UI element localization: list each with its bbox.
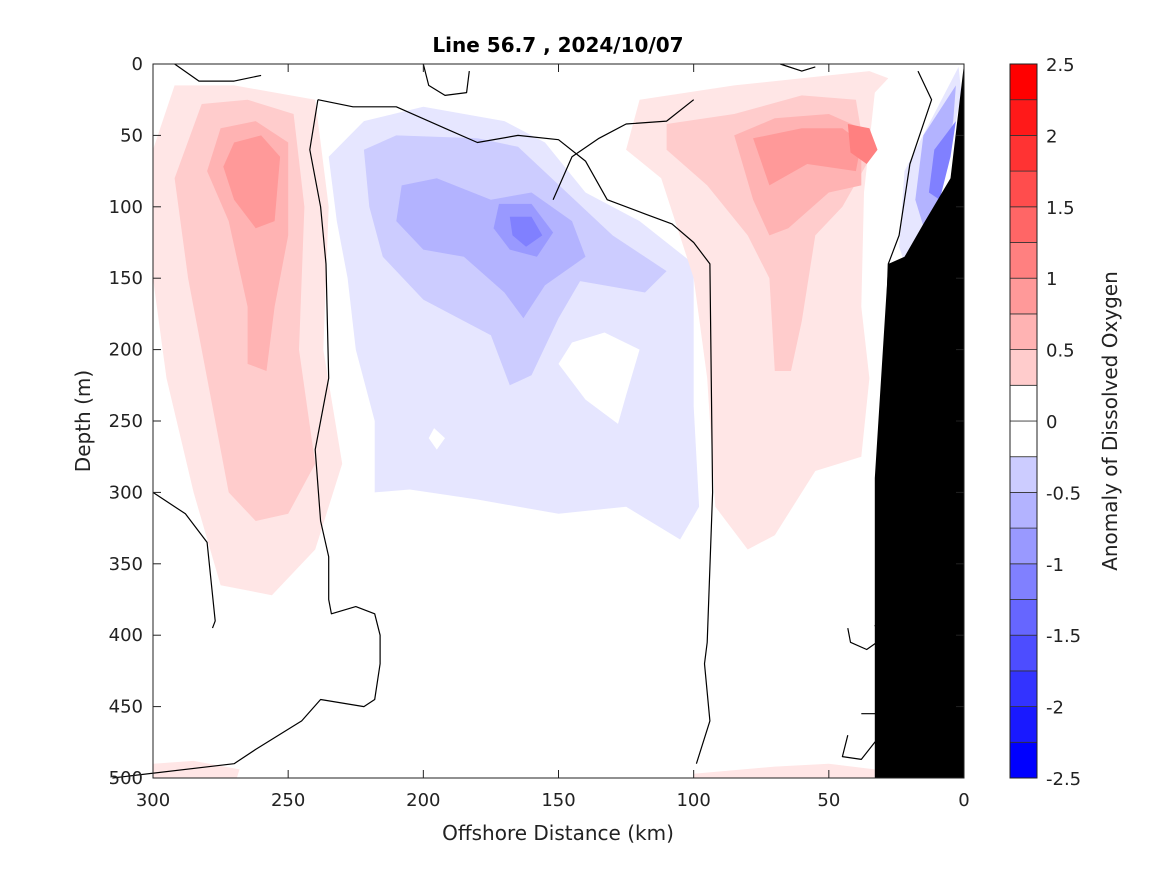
colorbar-band	[1009, 706, 1038, 743]
zero-contour-7	[780, 63, 816, 72]
contour-level-4-0	[153, 760, 240, 778]
colorbar-tick-label: 2	[1046, 126, 1057, 147]
colorbar-band	[1009, 63, 1038, 101]
colorbar-band	[1009, 527, 1038, 565]
zero-contour-5	[174, 63, 262, 82]
y-tick-label: 500	[109, 768, 143, 789]
x-tick-label: 200	[406, 790, 440, 811]
chart-title: Line 56.7 , 2024/10/07	[432, 33, 683, 57]
y-tick-label: 150	[109, 268, 143, 289]
zero-contour-4	[152, 491, 216, 629]
x-tick-label: 300	[136, 790, 170, 811]
colorbar-frame	[1009, 63, 1038, 779]
y-tick-label: 400	[109, 625, 143, 646]
y-tick-label: 450	[109, 697, 143, 718]
y-tick-label: 50	[120, 125, 143, 146]
anomaly-feature-3	[899, 66, 962, 279]
colorbar-band	[1009, 349, 1038, 386]
x-tick-label: 50	[817, 790, 840, 811]
zero-region-0	[558, 332, 640, 424]
contour-level-2-3	[753, 128, 862, 186]
x-tick-label: 0	[958, 790, 969, 811]
x-axis-label: Offshore Distance (km)	[442, 821, 674, 845]
colorbar-band	[1009, 134, 1038, 172]
colorbar-band	[1009, 634, 1038, 672]
colorbar-tick-label: -0.5	[1046, 483, 1081, 504]
zero-contour-lines	[112, 63, 933, 779]
colorbar-band	[1009, 206, 1038, 243]
colorbar	[1009, 63, 1038, 779]
anomaly-feature-0	[153, 85, 343, 596]
x-tick-label: 250	[271, 790, 305, 811]
x-tick-label: 100	[676, 790, 710, 811]
contour-level-1-4	[509, 216, 543, 247]
zero-contour-0	[317, 99, 714, 764]
colorbar-band	[1009, 456, 1038, 493]
land-mask	[874, 64, 964, 778]
colorbar-label: Anomaly of Dissolved Oxygen	[1098, 271, 1122, 571]
colorbar-ticks: 2.5 2 1.5 1 0.5 0 -0.5 -1 -1.5 -2 -2.5	[1046, 55, 1081, 790]
anomaly-feature-1	[328, 106, 700, 540]
y-tick-label: 250	[109, 411, 143, 432]
colorbar-tick-label: -2.5	[1046, 769, 1081, 790]
colorbar-band	[1009, 277, 1038, 315]
colorbar-band	[1009, 563, 1038, 600]
colorbar-band	[1009, 313, 1038, 350]
colorbar-tick-label: 0	[1046, 412, 1057, 433]
colorbar-band	[1009, 741, 1038, 779]
contour-level-0-3	[223, 135, 281, 229]
colorbar-tick-label: 2.5	[1046, 55, 1075, 76]
colorbar-band	[1009, 491, 1038, 529]
bathymetry-mask	[874, 64, 964, 778]
colorbar-band	[1009, 384, 1038, 422]
colorbar-tick-label: -2	[1046, 698, 1064, 719]
colorbar-tick-label: -1.5	[1046, 626, 1081, 647]
zero-region-1	[428, 428, 445, 450]
anomaly-feature-4	[153, 760, 875, 778]
colorbar-band	[1009, 670, 1038, 708]
zero-contour-2	[552, 99, 695, 200]
y-tick-label: 100	[109, 197, 143, 218]
y-axis-label: Depth (m)	[71, 370, 95, 472]
colorbar-tick-label: -1	[1046, 555, 1064, 576]
x-tick-label: 150	[541, 790, 575, 811]
x-axis-ticks: 300 250 200 150 100 50 0	[136, 64, 970, 811]
y-tick-label: 200	[109, 340, 143, 361]
colorbar-band	[1009, 420, 1038, 458]
anomaly-contour-fills	[153, 66, 962, 778]
y-tick-label: 300	[109, 482, 143, 503]
colorbar-tick-label: 0.5	[1046, 341, 1075, 362]
colorbar-tick-label: 1	[1046, 269, 1057, 290]
anomaly-feature-2	[626, 71, 889, 550]
y-axis-ticks: 0 50 100 150 200 250 300 350 400 450 500	[109, 54, 964, 789]
y-tick-label: 0	[132, 54, 143, 75]
zero-contour-1	[112, 99, 381, 779]
y-tick-label: 350	[109, 554, 143, 575]
colorbar-band	[1009, 170, 1038, 208]
contour-level-2-4	[847, 124, 878, 164]
colorbar-band	[1009, 599, 1038, 636]
contour-level-3-2	[928, 121, 956, 200]
colorbar-band	[1009, 242, 1038, 279]
colorbar-tick-label: 1.5	[1046, 198, 1075, 219]
colorbar-band	[1009, 99, 1038, 136]
zero-contour-6	[422, 63, 470, 97]
contour-level-4-1	[693, 763, 875, 778]
